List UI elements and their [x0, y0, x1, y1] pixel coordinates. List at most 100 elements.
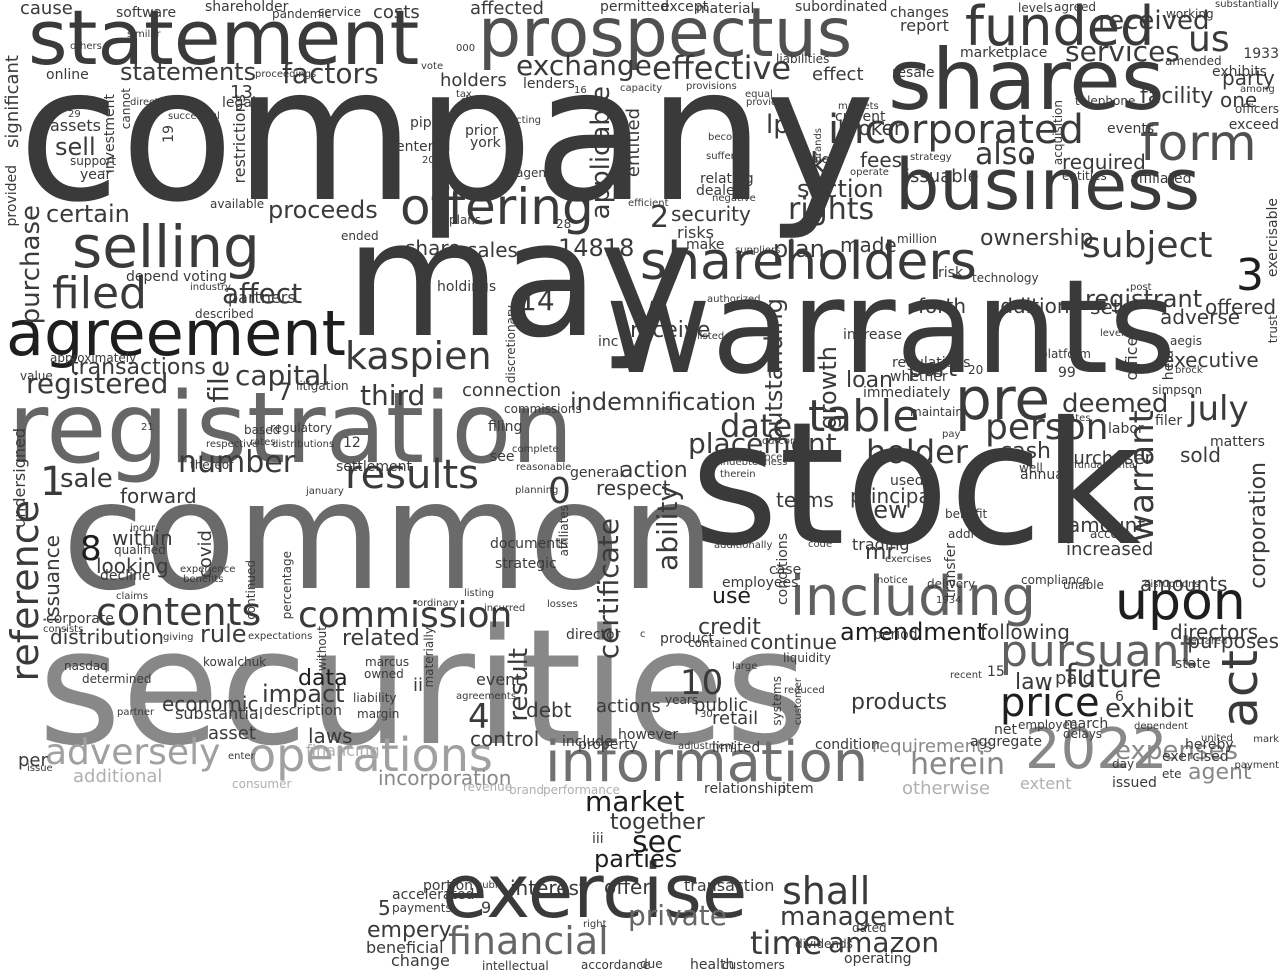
word-payments: payments [392, 901, 452, 915]
word-based: based [244, 423, 281, 437]
word-including: including [790, 565, 1036, 628]
word-approximately: approximately [50, 351, 137, 365]
word-placement: placement [688, 427, 837, 460]
word-29: 29 [68, 109, 81, 120]
word-affected: affected [470, 0, 544, 19]
word-relating: relating [700, 171, 754, 187]
word-see: see [490, 449, 515, 465]
word-accordance: accordance [581, 958, 651, 972]
word-terms: terms [776, 488, 834, 512]
word-13: 13 [230, 82, 253, 103]
word-benefits: benefits [183, 574, 224, 585]
word-distributions: distributions [272, 439, 335, 450]
word-prior: prior [465, 123, 498, 139]
word-simpson: simpson [1152, 383, 1203, 397]
word-condition: condition [815, 737, 880, 753]
word-amount: amount [1068, 513, 1146, 537]
word-current: current [835, 109, 886, 125]
word-future: future [1065, 657, 1162, 695]
word-disruptions: disruptions [1144, 579, 1200, 590]
word-service: service [318, 5, 361, 19]
word-tax: tax [456, 89, 472, 100]
word-intellectual: intellectual [482, 959, 549, 972]
word-1: 1 [40, 459, 66, 505]
word-customers: customers [722, 958, 785, 972]
word-holder: holder [866, 433, 968, 471]
word-value: value [20, 369, 53, 383]
word-resale: resale [892, 65, 935, 81]
word-dividends: dividends [795, 937, 853, 951]
word-amounts: amounts [1140, 572, 1228, 596]
word-recent: recent [950, 670, 982, 681]
word-ete: ete [1162, 767, 1182, 781]
word-include: include [562, 734, 613, 750]
word-10: 10 [680, 663, 724, 703]
word-12: 12 [343, 435, 361, 451]
word-16: 16 [574, 85, 587, 96]
word-holdings: holdings [437, 279, 497, 295]
word-financing: financing [306, 741, 380, 760]
word-benefit: benefit [945, 507, 988, 521]
word-depend: depend [126, 269, 179, 285]
word-commissions: commissions [504, 402, 582, 416]
word-delays: delays [1063, 727, 1103, 741]
word-event: event [476, 670, 522, 689]
word-acquisition: acquisition [1051, 100, 1065, 166]
word-c: c [640, 629, 646, 640]
word-file: file [202, 360, 235, 403]
word-company: company [18, 26, 876, 243]
word-except: except [661, 0, 709, 15]
word-liabilities: liabilities [776, 52, 830, 66]
word-principal: principal [850, 484, 937, 508]
word-unable: unable [1063, 578, 1104, 592]
word-commission: commission [298, 595, 513, 636]
word-claims: claims [116, 591, 149, 602]
word-registered: registered [26, 367, 169, 400]
word-software: software [116, 5, 177, 21]
word-notice: notice [877, 575, 908, 586]
word-significant: significant [2, 55, 23, 148]
word-time: time [750, 924, 823, 962]
word-additionally: additionally [714, 540, 773, 551]
word-exhibit: exhibit [1105, 694, 1194, 724]
word-increase: increase [843, 327, 903, 343]
word-subin: subin [477, 880, 505, 891]
word-28: 28 [556, 217, 572, 231]
word-indebtedness: indebtedness [720, 457, 788, 468]
word-exchange: exchange [516, 49, 652, 82]
word-purposes: purposes [1187, 629, 1279, 653]
word-asset: asset [208, 723, 256, 744]
word-agreement: agreement [6, 297, 346, 370]
word-registration: registration [8, 372, 574, 486]
word-made: made [840, 233, 897, 257]
word-materially: materially [422, 627, 436, 688]
word-transactions: transactions [70, 355, 206, 380]
word-issuance: issuance [40, 535, 64, 623]
word-connection: connection [462, 380, 562, 401]
word-access: access [1090, 527, 1131, 541]
word-documents: documents [490, 536, 568, 552]
word-complete: complete [512, 444, 559, 455]
word-use: use [712, 584, 751, 609]
word-costs: costs [373, 2, 420, 23]
word-filer: filer [1155, 413, 1183, 429]
word-sold: sold [1180, 443, 1221, 467]
word-assets: assets [50, 116, 101, 135]
word-laws: laws [308, 724, 353, 748]
word-among: among [1240, 84, 1275, 95]
word-amended: amended [1165, 54, 1222, 68]
word-loan: loan [846, 368, 893, 393]
word-used: used [890, 473, 924, 489]
word-certain: certain [46, 200, 130, 228]
word-impact: impact [262, 680, 345, 708]
word-required: required [1062, 150, 1146, 174]
word-issue: issue [27, 763, 53, 774]
word-act: act [1211, 650, 1269, 728]
word-aegis: aegis [1170, 334, 1202, 348]
word-states: states [1060, 413, 1091, 424]
word-health: health [690, 957, 735, 972]
word-immediately: immediately [863, 385, 951, 401]
word-determined: determined [82, 672, 152, 686]
word-business: business [895, 144, 1201, 226]
